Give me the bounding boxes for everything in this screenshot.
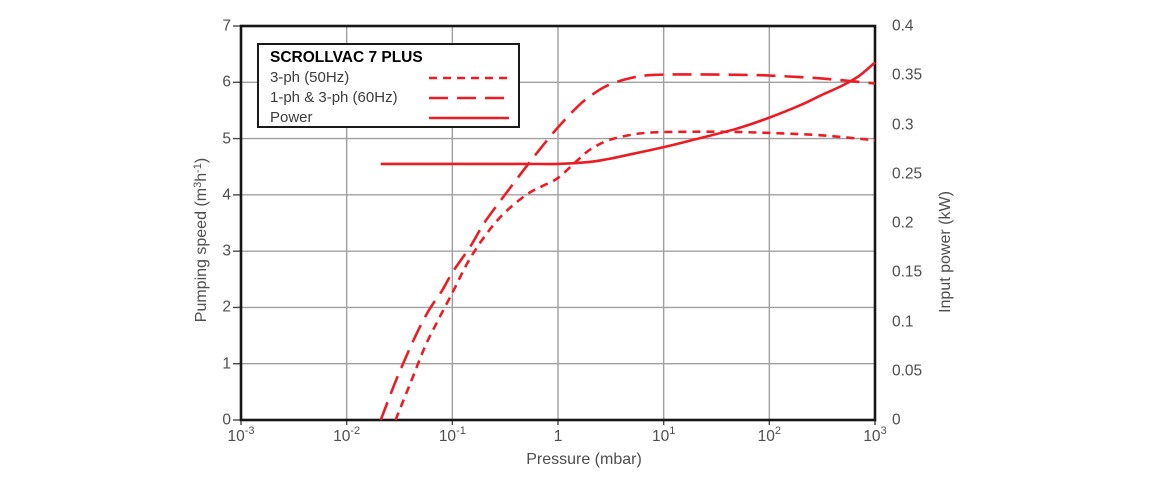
legend-title: SCROLLVAC 7 PLUS <box>270 49 423 66</box>
legend-label-3ph-50hz: 3-ph (50Hz) <box>270 69 350 86</box>
y-left-axis-title-mid: h <box>193 172 210 182</box>
y-left-axis-title: Pumping speed (m3h-1) <box>192 158 210 323</box>
legend-line-sample-3ph-50hz <box>429 76 509 80</box>
curve-power <box>380 61 876 166</box>
legend-label-1ph-3ph-60hz: 1-ph & 3-ph (60Hz) <box>270 89 398 106</box>
legend: SCROLLVAC 7 PLUS 3-ph (50Hz) 1-ph & 3-ph… <box>257 43 520 128</box>
curve-3ph-50hz <box>394 130 876 421</box>
y-left-axis-title-sup1: 3 <box>192 181 204 188</box>
plot-frame <box>239 24 877 422</box>
y-left-axis-title-pre: Pumping speed (m <box>193 187 210 323</box>
legend-line-sample-power <box>429 116 509 120</box>
legend-row-1ph-3ph-60hz: 1-ph & 3-ph (60Hz) <box>270 88 511 108</box>
legend-row-power: Power <box>270 108 511 128</box>
legend-label-power: Power <box>270 109 313 126</box>
x-axis-title: Pressure (mbar) <box>526 451 642 468</box>
y-left-axis-title-sup2: -1 <box>192 163 204 173</box>
y-right-axis-title: Input power (kW) <box>937 191 954 313</box>
legend-line-sample-1ph-3ph-60hz <box>429 96 509 100</box>
legend-row-3ph-50hz: 3-ph (50Hz) <box>270 68 511 88</box>
